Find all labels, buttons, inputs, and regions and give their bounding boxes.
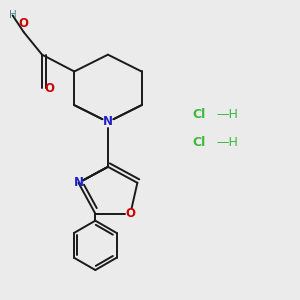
Text: —H: —H — [216, 136, 238, 149]
Text: H: H — [9, 11, 16, 20]
Text: Cl: Cl — [192, 136, 205, 149]
Text: O: O — [19, 17, 29, 30]
Text: O: O — [125, 207, 135, 220]
Text: N: N — [103, 116, 113, 128]
Text: O: O — [44, 82, 54, 95]
Text: N: N — [74, 176, 83, 189]
Text: —H: —H — [216, 108, 238, 122]
Text: Cl: Cl — [192, 108, 205, 122]
